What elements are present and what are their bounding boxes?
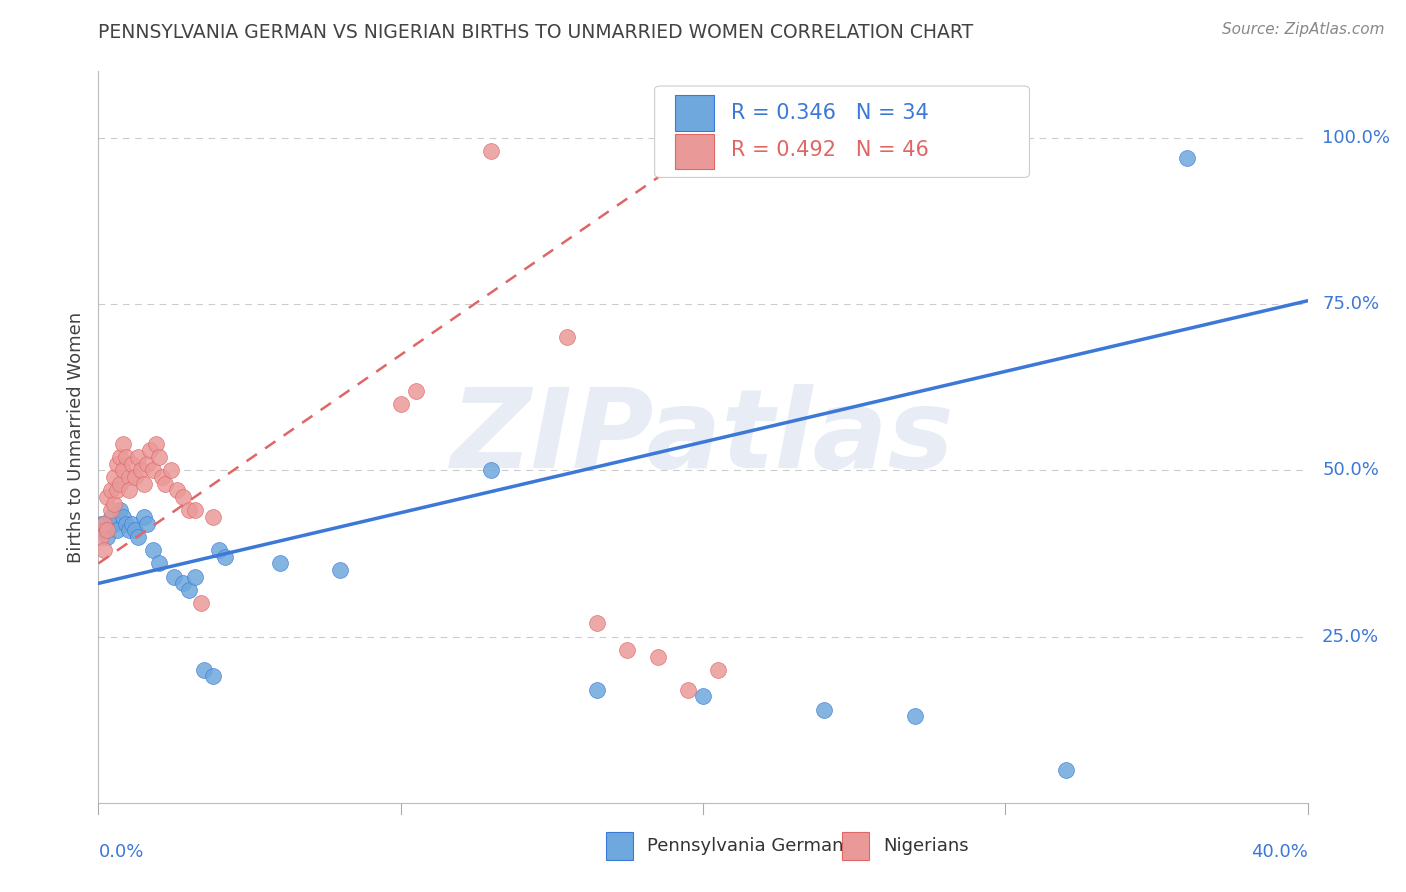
Point (135, 516, 157, 531)
Text: 40.0%: 40.0% (1251, 843, 1308, 861)
Text: Pennsylvania Germans: Pennsylvania Germans (647, 837, 853, 855)
Point (96, 490, 118, 504)
Text: 50.0%: 50.0% (1322, 461, 1379, 479)
Point (202, 509, 225, 524)
Point (190, 596, 212, 610)
Point (142, 463, 165, 477)
Point (163, 570, 186, 584)
Point (166, 483, 188, 498)
Point (139, 443, 162, 458)
Point (616, 643, 638, 657)
Point (127, 530, 149, 544)
Point (145, 436, 167, 450)
Point (103, 470, 125, 484)
Point (1054, 763, 1077, 777)
Point (202, 669, 225, 683)
Point (481, 144, 503, 158)
Text: 75.0%: 75.0% (1322, 295, 1379, 313)
Point (96, 530, 118, 544)
Point (114, 516, 136, 531)
Point (142, 543, 165, 558)
Point (114, 450, 136, 464)
Point (118, 523, 141, 537)
Point (214, 549, 236, 564)
Point (329, 563, 352, 577)
Point (555, 330, 578, 344)
Text: 100.0%: 100.0% (1322, 128, 1391, 147)
Point (148, 557, 170, 571)
Point (172, 576, 194, 591)
Point (148, 450, 170, 464)
Text: Nigerians: Nigerians (883, 837, 969, 855)
Point (481, 463, 503, 477)
FancyBboxPatch shape (655, 86, 1029, 178)
Point (647, 649, 669, 664)
Point (111, 436, 134, 450)
Text: R = 0.346   N = 34: R = 0.346 N = 34 (731, 103, 928, 123)
FancyBboxPatch shape (842, 832, 869, 860)
Point (676, 682, 699, 697)
FancyBboxPatch shape (675, 134, 714, 169)
Point (153, 476, 176, 491)
Point (707, 663, 730, 677)
Point (111, 463, 134, 477)
Point (93, 523, 115, 537)
Point (118, 470, 141, 484)
Text: Source: ZipAtlas.com: Source: ZipAtlas.com (1222, 22, 1385, 37)
Point (93, 516, 115, 531)
Point (692, 690, 714, 704)
Point (90, 530, 112, 544)
Point (389, 397, 412, 411)
Point (813, 703, 835, 717)
Point (111, 509, 134, 524)
Point (100, 503, 122, 517)
Point (132, 509, 155, 524)
Point (93, 543, 115, 558)
Point (103, 497, 125, 511)
Point (124, 470, 146, 484)
Point (904, 709, 927, 723)
Point (100, 509, 122, 524)
Point (184, 570, 207, 584)
Text: PENNSYLVANIA GERMAN VS NIGERIAN BIRTHS TO UNMARRIED WOMEN CORRELATION CHART: PENNSYLVANIA GERMAN VS NIGERIAN BIRTHS T… (98, 23, 974, 42)
Point (208, 543, 231, 558)
Point (586, 616, 609, 631)
Point (108, 476, 131, 491)
Point (121, 457, 143, 471)
Point (127, 450, 149, 464)
Text: ZIPatlas: ZIPatlas (451, 384, 955, 491)
Point (160, 463, 183, 477)
Point (96, 523, 118, 537)
Point (105, 457, 128, 471)
Point (172, 490, 194, 504)
Point (150, 470, 173, 484)
Point (135, 457, 157, 471)
Point (118, 483, 141, 498)
FancyBboxPatch shape (675, 95, 714, 130)
Text: 25.0%: 25.0% (1322, 628, 1379, 646)
Point (405, 384, 427, 398)
Point (1175, 151, 1198, 165)
Point (90, 516, 112, 531)
Point (124, 523, 146, 537)
Point (105, 483, 128, 498)
Point (108, 503, 131, 517)
FancyBboxPatch shape (606, 832, 633, 860)
Point (179, 503, 201, 517)
Point (193, 663, 215, 677)
Text: R = 0.492   N = 46: R = 0.492 N = 46 (731, 140, 929, 160)
Point (100, 483, 122, 498)
Point (129, 463, 152, 477)
Point (269, 557, 291, 571)
Point (105, 523, 128, 537)
Point (184, 503, 207, 517)
Y-axis label: Births to Unmarried Women: Births to Unmarried Women (66, 311, 84, 563)
Point (132, 476, 155, 491)
Point (121, 516, 143, 531)
Point (179, 582, 201, 597)
Point (586, 682, 609, 697)
Point (108, 450, 131, 464)
Point (103, 516, 125, 531)
Text: 0.0%: 0.0% (98, 843, 143, 861)
